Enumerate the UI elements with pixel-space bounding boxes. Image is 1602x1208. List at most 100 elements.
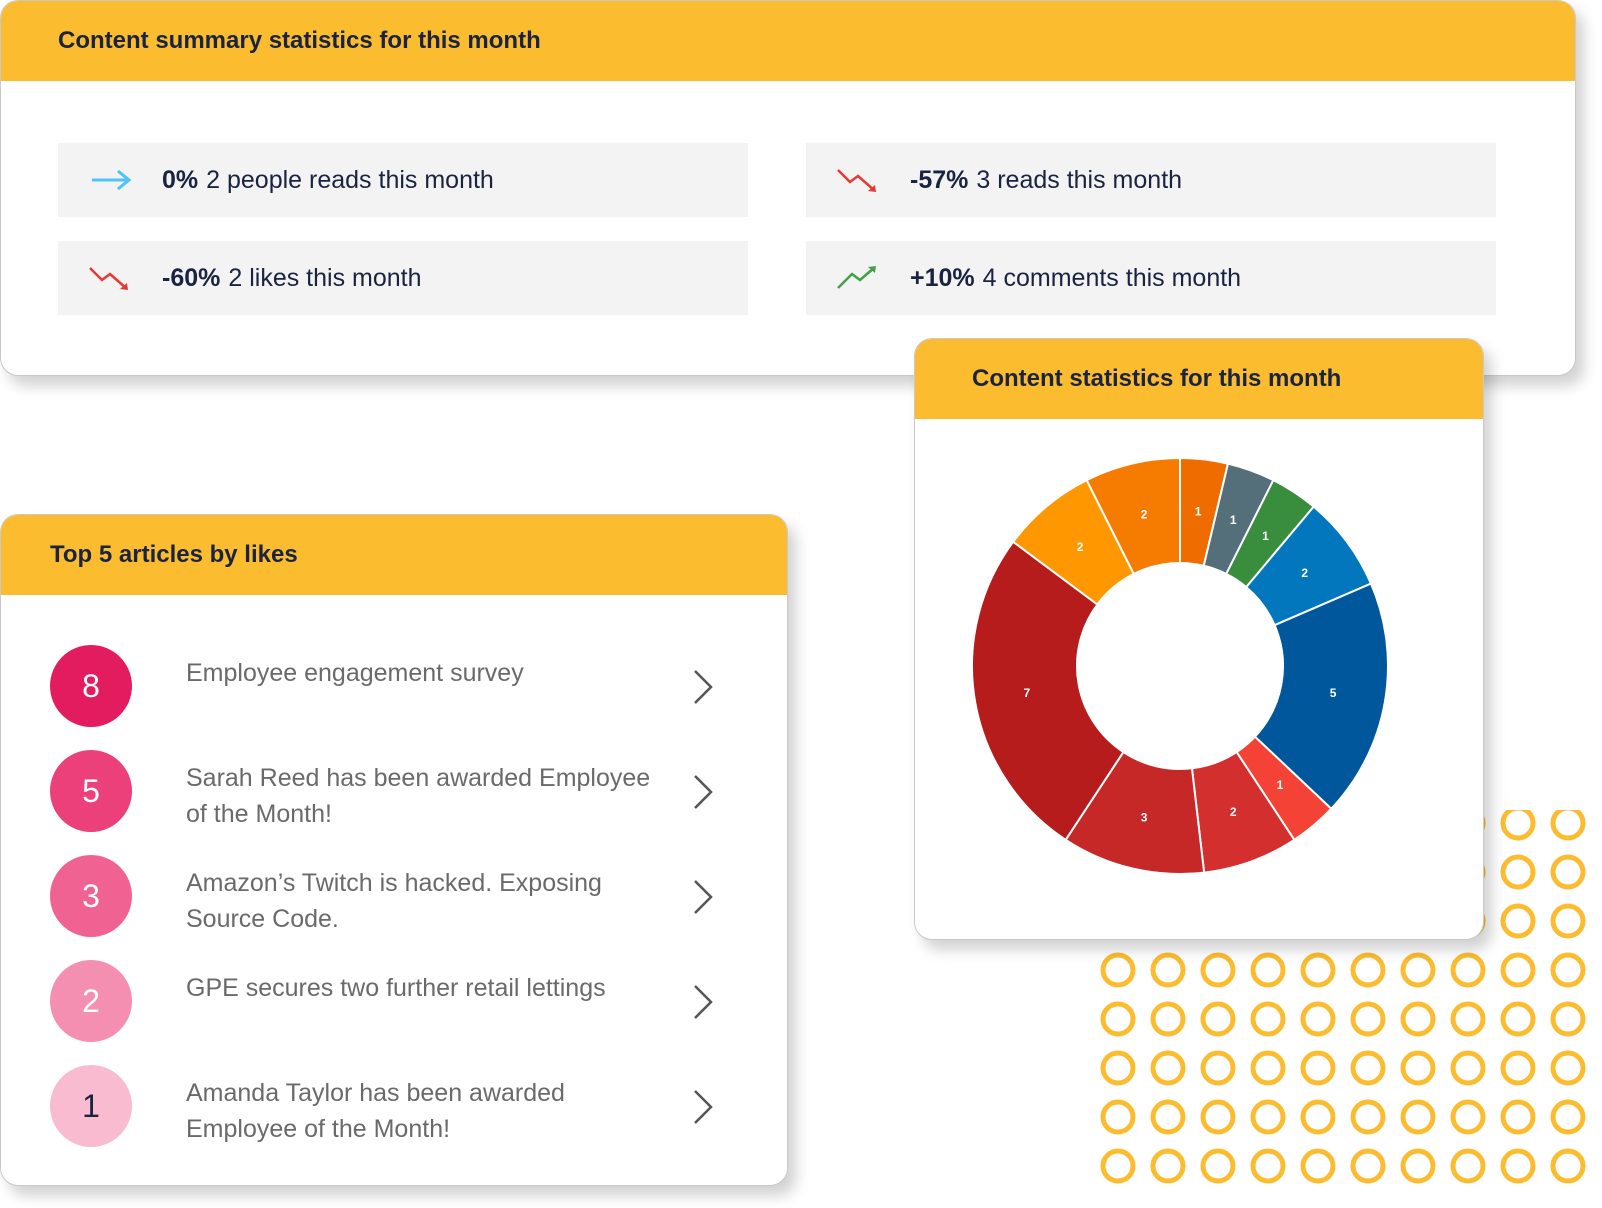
decorative-dot [1400, 1001, 1436, 1037]
stat-percent: 0% [162, 165, 199, 194]
stat-comments: +10% 4 comments this month [806, 241, 1496, 315]
decorative-dot [1100, 952, 1136, 988]
decorative-dot [1500, 1148, 1536, 1184]
chevron-right-icon[interactable] [691, 982, 715, 1022]
stat-people-reads: 0% 2 people reads this month [58, 143, 748, 217]
stat-percent: +10% [910, 263, 975, 292]
article-item[interactable]: 5 Sarah Reed has been awarded Employee o… [1, 742, 787, 847]
decorative-dot [1400, 1148, 1436, 1184]
decorative-dot [1500, 1099, 1536, 1135]
decorative-dot [1350, 1099, 1386, 1135]
stat-percent: -57% [910, 165, 969, 194]
trend-up-icon [836, 264, 882, 292]
article-item[interactable]: 1 Amanda Taylor has been awarded Employe… [1, 1057, 787, 1162]
like-count-badge: 5 [50, 750, 132, 832]
chevron-right-icon[interactable] [691, 1087, 715, 1127]
decorative-dot [1550, 810, 1586, 841]
decorative-dot [1350, 1050, 1386, 1086]
slice-value-label: 2 [1077, 540, 1084, 554]
decorative-dot [1250, 1050, 1286, 1086]
decorative-dot [1200, 952, 1236, 988]
decorative-dot [1300, 1001, 1336, 1037]
stat-likes: -60% 2 likes this month [58, 241, 748, 315]
chevron-right-icon[interactable] [691, 877, 715, 917]
slice-value-label: 2 [1230, 805, 1237, 819]
chevron-right-icon[interactable] [691, 667, 715, 707]
article-item[interactable]: 3 Amazon’s Twitch is hacked. Exposing So… [1, 847, 787, 952]
top-articles-card: Top 5 articles by likes 8 Employee engag… [0, 514, 788, 1186]
article-title[interactable]: Amanda Taylor has been awarded Employee … [186, 1079, 565, 1143]
article-item[interactable]: 8 Employee engagement survey [1, 637, 787, 742]
summary-card: Content summary statistics for this mont… [0, 0, 1576, 376]
decorative-dot [1300, 1099, 1336, 1135]
donut-slice[interactable] [1085, 456, 1181, 576]
arrow-right-icon [88, 166, 134, 194]
decorative-dot [1250, 1001, 1286, 1037]
decorative-dot [1300, 1148, 1336, 1184]
article-title[interactable]: Employee engagement survey [186, 659, 524, 687]
decorative-dot [1500, 854, 1536, 890]
decorative-dot [1450, 1050, 1486, 1086]
decorative-dot [1500, 1001, 1536, 1037]
decorative-dot [1300, 1050, 1336, 1086]
decorative-dot [1150, 952, 1186, 988]
decorative-dot [1200, 1050, 1236, 1086]
article-title[interactable]: Sarah Reed has been awarded Employee of … [186, 764, 651, 828]
decorative-dot [1200, 1099, 1236, 1135]
decorative-dot [1250, 1099, 1286, 1135]
donut-chart: 1 1 1 2 5 1 2 3 7 2 2 [971, 456, 1389, 875]
decorative-dot [1350, 952, 1386, 988]
decorative-dot [1150, 1050, 1186, 1086]
article-title[interactable]: Amazon’s Twitch is hacked. Exposing Sour… [186, 869, 602, 933]
like-count-badge: 2 [50, 960, 132, 1042]
decorative-dot [1550, 1050, 1586, 1086]
slice-value-label: 5 [1330, 686, 1337, 700]
donut-slice[interactable] [971, 540, 1125, 842]
stat-grid: 0% 2 people reads this month -57% 3 reads … [58, 143, 1498, 315]
article-title[interactable]: GPE secures two further retail lettings [186, 974, 606, 1002]
decorative-dot [1450, 952, 1486, 988]
decorative-dot [1150, 1001, 1186, 1037]
article-list: 8 Employee engagement survey 5 Sarah Ree… [1, 637, 787, 1162]
decorative-dot [1400, 1099, 1436, 1135]
decorative-dot [1100, 1148, 1136, 1184]
decorative-dot [1500, 952, 1536, 988]
trend-down-icon [836, 166, 882, 194]
decorative-dot [1550, 1148, 1586, 1184]
like-count-badge: 1 [50, 1065, 132, 1147]
decorative-dot [1200, 1148, 1236, 1184]
summary-card-title: Content summary statistics for this mont… [1, 1, 1575, 81]
slice-value-label: 2 [1141, 508, 1148, 522]
donut-slice[interactable] [1253, 582, 1389, 811]
decorative-dot [1500, 1050, 1536, 1086]
decorative-dot [1300, 952, 1336, 988]
article-item[interactable]: 2 GPE secures two further retail letting… [1, 952, 787, 1057]
decorative-dot [1450, 1148, 1486, 1184]
decorative-dot [1250, 1148, 1286, 1184]
stat-percent: -60% [162, 263, 221, 292]
slice-value-label: 1 [1262, 529, 1269, 543]
slice-value-label: 3 [1141, 810, 1148, 824]
decorative-dot [1400, 952, 1436, 988]
stat-reads: -57% 3 reads this month [806, 143, 1496, 217]
decorative-dot [1450, 1099, 1486, 1135]
decorative-dot [1500, 810, 1536, 841]
decorative-dot [1550, 952, 1586, 988]
decorative-dot [1100, 1099, 1136, 1135]
decorative-dot [1400, 1050, 1436, 1086]
like-count-badge: 3 [50, 855, 132, 937]
stat-label: 2 likes this month [228, 263, 422, 292]
decorative-dot [1550, 854, 1586, 890]
slice-value-label: 1 [1230, 513, 1237, 527]
trend-down-icon [88, 264, 134, 292]
chevron-right-icon[interactable] [691, 772, 715, 812]
stat-label: 2 people reads this month [206, 165, 494, 194]
decorative-dot [1250, 952, 1286, 988]
decorative-dot [1550, 903, 1586, 939]
decorative-dot [1450, 1001, 1486, 1037]
decorative-dot [1550, 1099, 1586, 1135]
slice-value-label: 7 [1024, 686, 1031, 700]
like-count-badge: 8 [50, 645, 132, 727]
decorative-dot [1350, 1001, 1386, 1037]
